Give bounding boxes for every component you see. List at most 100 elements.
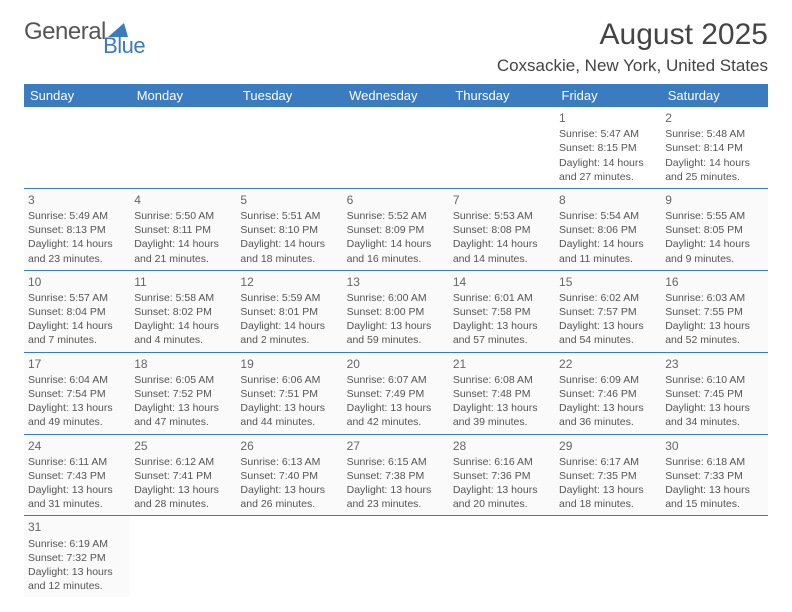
header: General Blue August 2025 Coxsackie, New … bbox=[0, 0, 792, 84]
daylight-text: Daylight: 13 hours and 42 minutes. bbox=[347, 401, 445, 429]
day-cell: 26Sunrise: 6:13 AMSunset: 7:40 PMDayligh… bbox=[236, 434, 342, 516]
sunset-text: Sunset: 8:15 PM bbox=[559, 141, 657, 155]
day-number: 29 bbox=[559, 438, 657, 454]
location-subtitle: Coxsackie, New York, United States bbox=[497, 56, 768, 76]
day-cell: 20Sunrise: 6:07 AMSunset: 7:49 PMDayligh… bbox=[343, 352, 449, 434]
logo-text-general: General bbox=[24, 18, 106, 45]
title-block: August 2025 Coxsackie, New York, United … bbox=[497, 18, 768, 76]
daylight-text: Daylight: 13 hours and 59 minutes. bbox=[347, 319, 445, 347]
daylight-text: Daylight: 13 hours and 39 minutes. bbox=[453, 401, 551, 429]
day-number: 18 bbox=[134, 356, 232, 372]
sunrise-text: Sunrise: 5:57 AM bbox=[28, 291, 126, 305]
day-cell: 8Sunrise: 5:54 AMSunset: 8:06 PMDaylight… bbox=[555, 188, 661, 270]
daylight-text: Daylight: 13 hours and 31 minutes. bbox=[28, 483, 126, 511]
sunset-text: Sunset: 7:52 PM bbox=[134, 387, 232, 401]
day-cell: 18Sunrise: 6:05 AMSunset: 7:52 PMDayligh… bbox=[130, 352, 236, 434]
sunrise-text: Sunrise: 6:04 AM bbox=[28, 373, 126, 387]
sunset-text: Sunset: 8:02 PM bbox=[134, 305, 232, 319]
daylight-text: Daylight: 13 hours and 12 minutes. bbox=[28, 565, 126, 593]
sunset-text: Sunset: 8:14 PM bbox=[665, 141, 763, 155]
sunrise-text: Sunrise: 6:05 AM bbox=[134, 373, 232, 387]
day-number: 28 bbox=[453, 438, 551, 454]
day-cell: 31Sunrise: 6:19 AMSunset: 7:32 PMDayligh… bbox=[24, 516, 130, 597]
daylight-text: Daylight: 13 hours and 44 minutes. bbox=[240, 401, 338, 429]
weekday-header: Friday bbox=[555, 84, 661, 107]
sunrise-text: Sunrise: 6:06 AM bbox=[240, 373, 338, 387]
daylight-text: Daylight: 14 hours and 2 minutes. bbox=[240, 319, 338, 347]
day-number: 4 bbox=[134, 192, 232, 208]
empty-cell bbox=[130, 516, 236, 597]
daylight-text: Daylight: 14 hours and 27 minutes. bbox=[559, 156, 657, 184]
sunrise-text: Sunrise: 6:11 AM bbox=[28, 455, 126, 469]
day-cell: 11Sunrise: 5:58 AMSunset: 8:02 PMDayligh… bbox=[130, 270, 236, 352]
sunset-text: Sunset: 7:41 PM bbox=[134, 469, 232, 483]
empty-cell bbox=[236, 516, 342, 597]
weekday-header: Saturday bbox=[661, 84, 767, 107]
logo: General Blue bbox=[24, 18, 175, 46]
sunrise-text: Sunrise: 6:10 AM bbox=[665, 373, 763, 387]
day-number: 7 bbox=[453, 192, 551, 208]
day-cell: 24Sunrise: 6:11 AMSunset: 7:43 PMDayligh… bbox=[24, 434, 130, 516]
sunrise-text: Sunrise: 6:17 AM bbox=[559, 455, 657, 469]
sunset-text: Sunset: 8:08 PM bbox=[453, 223, 551, 237]
day-cell: 12Sunrise: 5:59 AMSunset: 8:01 PMDayligh… bbox=[236, 270, 342, 352]
day-cell: 14Sunrise: 6:01 AMSunset: 7:58 PMDayligh… bbox=[449, 270, 555, 352]
day-number: 30 bbox=[665, 438, 763, 454]
sunset-text: Sunset: 7:54 PM bbox=[28, 387, 126, 401]
daylight-text: Daylight: 14 hours and 23 minutes. bbox=[28, 237, 126, 265]
daylight-text: Daylight: 13 hours and 36 minutes. bbox=[559, 401, 657, 429]
sunset-text: Sunset: 7:38 PM bbox=[347, 469, 445, 483]
sunset-text: Sunset: 7:32 PM bbox=[28, 551, 126, 565]
empty-cell bbox=[130, 107, 236, 188]
sunrise-text: Sunrise: 5:48 AM bbox=[665, 127, 763, 141]
sunrise-text: Sunrise: 5:59 AM bbox=[240, 291, 338, 305]
daylight-text: Daylight: 14 hours and 4 minutes. bbox=[134, 319, 232, 347]
empty-cell bbox=[343, 107, 449, 188]
sunrise-text: Sunrise: 6:07 AM bbox=[347, 373, 445, 387]
day-number: 9 bbox=[665, 192, 763, 208]
day-cell: 17Sunrise: 6:04 AMSunset: 7:54 PMDayligh… bbox=[24, 352, 130, 434]
daylight-text: Daylight: 13 hours and 15 minutes. bbox=[665, 483, 763, 511]
daylight-text: Daylight: 14 hours and 7 minutes. bbox=[28, 319, 126, 347]
sunset-text: Sunset: 8:13 PM bbox=[28, 223, 126, 237]
daylight-text: Daylight: 13 hours and 18 minutes. bbox=[559, 483, 657, 511]
calendar-table: Sunday Monday Tuesday Wednesday Thursday… bbox=[24, 84, 768, 597]
empty-cell bbox=[449, 107, 555, 188]
empty-cell bbox=[236, 107, 342, 188]
daylight-text: Daylight: 13 hours and 26 minutes. bbox=[240, 483, 338, 511]
daylight-text: Daylight: 14 hours and 9 minutes. bbox=[665, 237, 763, 265]
calendar-row: 3Sunrise: 5:49 AMSunset: 8:13 PMDaylight… bbox=[24, 188, 768, 270]
sunrise-text: Sunrise: 6:18 AM bbox=[665, 455, 763, 469]
day-cell: 19Sunrise: 6:06 AMSunset: 7:51 PMDayligh… bbox=[236, 352, 342, 434]
calendar-row: 31Sunrise: 6:19 AMSunset: 7:32 PMDayligh… bbox=[24, 516, 768, 597]
day-number: 12 bbox=[240, 274, 338, 290]
daylight-text: Daylight: 13 hours and 49 minutes. bbox=[28, 401, 126, 429]
day-cell: 4Sunrise: 5:50 AMSunset: 8:11 PMDaylight… bbox=[130, 188, 236, 270]
sunset-text: Sunset: 7:43 PM bbox=[28, 469, 126, 483]
sunrise-text: Sunrise: 6:00 AM bbox=[347, 291, 445, 305]
sunset-text: Sunset: 7:57 PM bbox=[559, 305, 657, 319]
sunset-text: Sunset: 8:06 PM bbox=[559, 223, 657, 237]
day-number: 14 bbox=[453, 274, 551, 290]
day-number: 6 bbox=[347, 192, 445, 208]
day-cell: 21Sunrise: 6:08 AMSunset: 7:48 PMDayligh… bbox=[449, 352, 555, 434]
day-number: 31 bbox=[28, 519, 126, 535]
day-number: 25 bbox=[134, 438, 232, 454]
day-cell: 22Sunrise: 6:09 AMSunset: 7:46 PMDayligh… bbox=[555, 352, 661, 434]
sunrise-text: Sunrise: 5:52 AM bbox=[347, 209, 445, 223]
day-cell: 16Sunrise: 6:03 AMSunset: 7:55 PMDayligh… bbox=[661, 270, 767, 352]
sunset-text: Sunset: 8:11 PM bbox=[134, 223, 232, 237]
sunrise-text: Sunrise: 6:09 AM bbox=[559, 373, 657, 387]
sunrise-text: Sunrise: 5:49 AM bbox=[28, 209, 126, 223]
sunset-text: Sunset: 7:40 PM bbox=[240, 469, 338, 483]
daylight-text: Daylight: 13 hours and 47 minutes. bbox=[134, 401, 232, 429]
daylight-text: Daylight: 14 hours and 16 minutes. bbox=[347, 237, 445, 265]
day-cell: 27Sunrise: 6:15 AMSunset: 7:38 PMDayligh… bbox=[343, 434, 449, 516]
day-cell: 1 Sunrise: 5:47 AM Sunset: 8:15 PM Dayli… bbox=[555, 107, 661, 188]
sunrise-text: Sunrise: 5:50 AM bbox=[134, 209, 232, 223]
daylight-text: Daylight: 13 hours and 54 minutes. bbox=[559, 319, 657, 347]
daylight-text: Daylight: 13 hours and 23 minutes. bbox=[347, 483, 445, 511]
daylight-text: Daylight: 13 hours and 57 minutes. bbox=[453, 319, 551, 347]
calendar-wrap: Sunday Monday Tuesday Wednesday Thursday… bbox=[0, 84, 792, 597]
day-cell: 3Sunrise: 5:49 AMSunset: 8:13 PMDaylight… bbox=[24, 188, 130, 270]
